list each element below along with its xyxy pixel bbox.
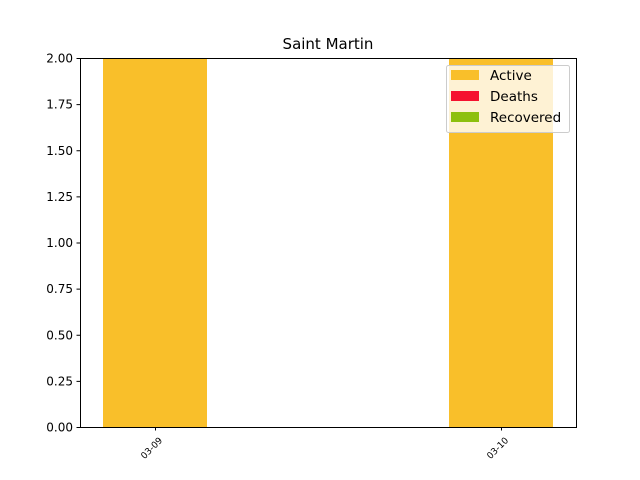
chart-title: Saint Martin xyxy=(283,35,374,53)
legend-label-deaths: Deaths xyxy=(490,89,538,105)
legend-swatch-deaths xyxy=(451,91,479,101)
y-axis: 0.00 0.25 0.50 0.75 1.00 1.25 1.50 1.75 2.00 xyxy=(46,52,80,435)
y-tick-label: 1.00 xyxy=(46,236,73,250)
y-tick-label: 0.50 xyxy=(46,328,73,342)
legend-label-active: Active xyxy=(490,68,532,84)
y-tick-label: 1.75 xyxy=(46,98,73,112)
y-tick-label: 1.25 xyxy=(46,190,73,204)
legend-items: Active Deaths Recovered xyxy=(451,68,561,126)
y-tick-label: 0.75 xyxy=(46,282,73,296)
y-tick-label: 1.50 xyxy=(46,144,73,158)
bar-active-03-09 xyxy=(103,58,207,427)
legend-swatch-active xyxy=(451,70,479,80)
legend-swatch-recovered xyxy=(451,112,479,122)
plot-frame xyxy=(80,58,577,428)
y-tick-label: 2.00 xyxy=(46,52,73,66)
y-tick-label: 0.25 xyxy=(46,374,73,388)
legend-label-recovered: Recovered xyxy=(490,110,561,126)
y-tick-label: 0.00 xyxy=(46,421,73,435)
legend: Active Deaths Recovered xyxy=(446,65,570,133)
